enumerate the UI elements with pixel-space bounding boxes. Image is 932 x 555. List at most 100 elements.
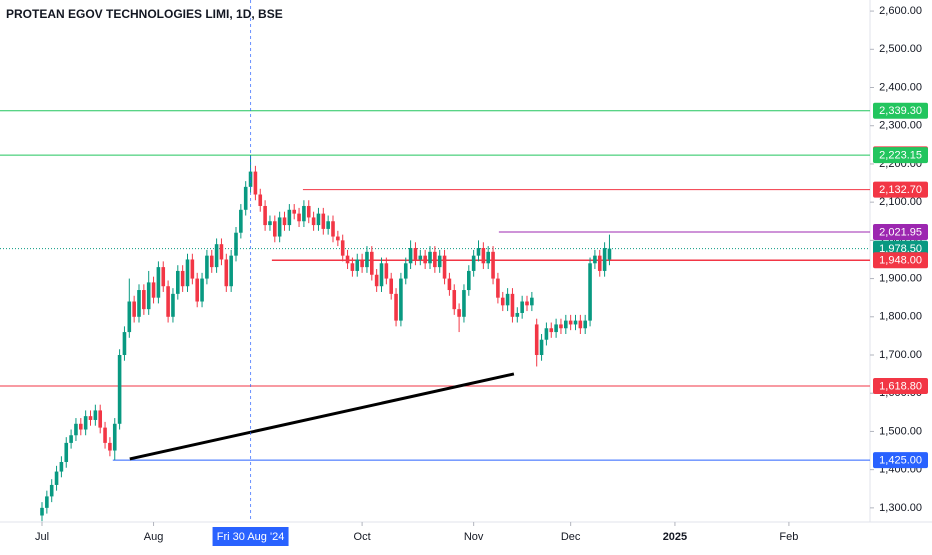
candle-body	[525, 301, 529, 306]
candle-body	[268, 221, 272, 226]
candle-body	[486, 251, 491, 264]
candle-body	[132, 301, 136, 317]
candle-body	[379, 263, 384, 287]
candle-body	[292, 209, 297, 214]
candle-body	[336, 236, 340, 241]
candle-body	[287, 209, 292, 226]
x-tick-label: Nov	[464, 531, 484, 543]
candle-body	[568, 320, 573, 325]
candle-body	[505, 293, 510, 306]
y-tick-label: 1,900.00	[879, 272, 922, 284]
price-label: 1,618.80	[879, 380, 922, 392]
x-tick-label: Jul	[35, 531, 49, 543]
candle-body	[176, 270, 180, 294]
candle-body	[243, 186, 248, 210]
candle-body	[452, 290, 457, 310]
candle-body	[442, 255, 447, 279]
candle-body	[413, 248, 418, 260]
x-tick-label: 2025	[663, 531, 687, 543]
candle-body	[195, 278, 200, 302]
candle-body	[471, 255, 476, 271]
candle-body	[554, 324, 558, 333]
candle-body	[180, 270, 185, 287]
price-label: 2,021.95	[879, 226, 922, 238]
candle-body	[146, 282, 151, 310]
candle-body	[447, 278, 452, 291]
candle-body	[83, 416, 88, 430]
x-tick-label: Dec	[561, 531, 581, 543]
candle-body	[117, 355, 122, 424]
candle-body	[588, 263, 592, 321]
y-tick-label: 2,600.00	[879, 5, 922, 17]
x-tick-label: Aug	[144, 531, 164, 543]
candle-body	[127, 301, 132, 333]
price-label-box	[873, 147, 928, 164]
candle-body	[462, 290, 466, 317]
price-label-box	[873, 181, 928, 198]
candle-body	[103, 427, 107, 443]
candle-body	[583, 320, 588, 329]
candle-body	[399, 278, 403, 321]
candle-body	[253, 171, 258, 195]
candle-body	[98, 410, 103, 428]
candle-body	[185, 259, 190, 287]
candle-body	[500, 297, 505, 306]
candle-body	[340, 240, 345, 256]
price-label-box	[873, 452, 928, 469]
x-tick-label: Oct	[354, 531, 371, 543]
crosshair-label: Fri 30 Aug '24	[217, 531, 285, 543]
candle-body	[316, 213, 321, 226]
price-label: 1,948.00	[879, 255, 922, 267]
candle-body	[302, 205, 306, 222]
candle-body	[457, 309, 461, 317]
candle-body	[59, 462, 64, 472]
candle-body	[156, 267, 161, 298]
candles	[40, 155, 612, 522]
candle-body	[573, 320, 578, 325]
levels	[0, 110, 870, 461]
candle-body	[433, 251, 437, 268]
candle-body	[234, 232, 238, 256]
candle-body	[297, 213, 301, 222]
candle-body	[54, 471, 59, 485]
candle-body	[277, 217, 282, 237]
overlay	[129, 0, 515, 522]
candle-body	[408, 248, 413, 264]
candle-body	[112, 423, 117, 451]
candle-body	[248, 171, 253, 187]
candle-body	[171, 293, 175, 317]
candle-body	[607, 248, 612, 260]
y-tick-label: 2,100.00	[879, 196, 922, 208]
y-tick-label: 1,700.00	[879, 349, 922, 361]
candle-body	[282, 217, 287, 226]
candle-body	[263, 205, 267, 226]
candle-body	[578, 320, 583, 329]
candle-body	[142, 290, 146, 310]
candle-body	[69, 435, 73, 443]
y-tick-label: 1,800.00	[879, 311, 922, 323]
candle-body	[370, 251, 374, 275]
candle-body	[530, 297, 534, 306]
price-label: 2,339.30	[879, 105, 922, 117]
candle-body	[549, 328, 554, 333]
y-tick-label: 2,500.00	[879, 43, 922, 55]
x-tick-label: Feb	[779, 531, 798, 543]
candle-body	[476, 248, 481, 256]
candle-body	[205, 255, 209, 279]
candle-body	[190, 259, 195, 279]
candle-body	[423, 255, 427, 264]
price-label-box	[873, 252, 928, 269]
candle-body	[45, 496, 49, 508]
candle-body	[321, 213, 326, 229]
candle-body	[79, 423, 83, 430]
candle-body	[602, 248, 607, 271]
candle-body	[510, 293, 515, 317]
candle-body	[544, 328, 549, 340]
candle-body	[224, 259, 229, 287]
candle-body	[597, 255, 602, 271]
candle-body	[137, 290, 141, 317]
candle-body	[200, 278, 204, 302]
candle-body	[108, 442, 112, 451]
candle-body	[593, 255, 597, 264]
